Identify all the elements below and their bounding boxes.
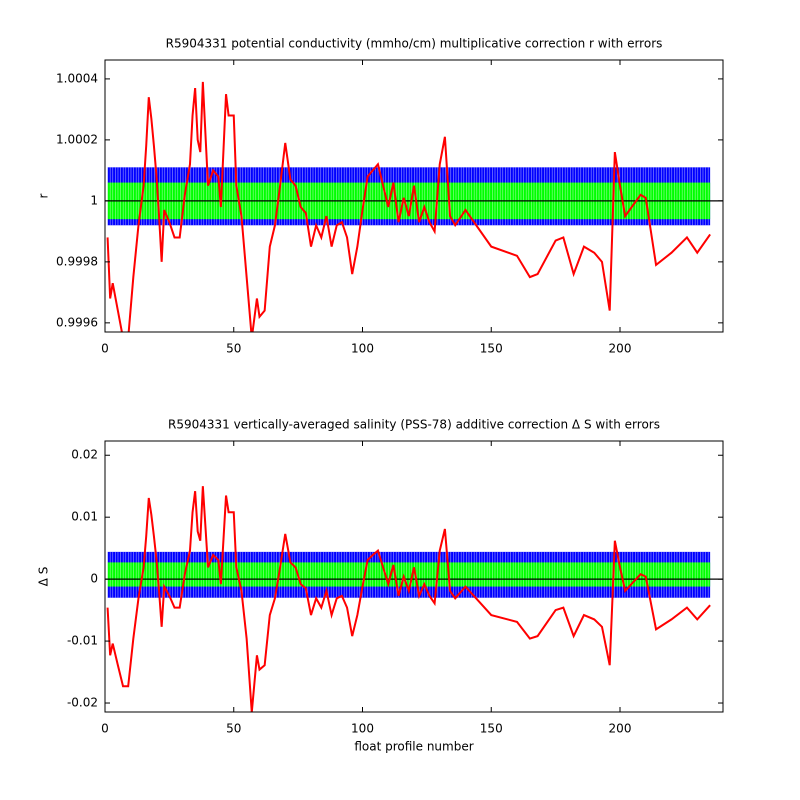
data-line bbox=[106, 486, 711, 712]
y-tick-label: -0.01 bbox=[67, 634, 98, 648]
panel: 0 50 100 150 200 -0.02 -0.01 0 0.01 0.02 R5904331 … bbox=[37, 418, 724, 754]
x-tick-label: 150 bbox=[480, 342, 503, 356]
x-axis-label: float profile number bbox=[354, 740, 473, 754]
x-tick-label: 0 bbox=[101, 722, 109, 736]
y-tick-label: 1.0004 bbox=[56, 71, 98, 85]
x-tick-label: 200 bbox=[609, 722, 632, 736]
x-tick-label: 50 bbox=[226, 722, 241, 736]
y-tick-label: 0.9996 bbox=[56, 315, 98, 329]
y-tick-label: 0.01 bbox=[71, 510, 98, 524]
axes-box bbox=[104, 59, 724, 333]
y-tick-label: 0 bbox=[90, 572, 98, 586]
y-axis-label: Δ S bbox=[37, 567, 51, 587]
y-tick-label: 0.9998 bbox=[56, 254, 98, 268]
x-tick-label: 50 bbox=[226, 342, 241, 356]
x-tick-label: 100 bbox=[351, 722, 374, 736]
data-line bbox=[106, 81, 711, 332]
panel: 0 50 100 150 200 0.9996 0.9998 1 1.0002 1.0004 R59… bbox=[37, 37, 724, 356]
plot-area bbox=[105, 486, 723, 712]
y-tick-label: -0.02 bbox=[67, 696, 98, 710]
axes-box bbox=[104, 440, 724, 713]
x-tick-label: 100 bbox=[351, 342, 374, 356]
chart-title: R5904331 vertically-averaged salinity (P… bbox=[168, 418, 660, 432]
plot-area bbox=[105, 81, 723, 332]
x-tick-label: 200 bbox=[609, 342, 632, 356]
x-tick-label: 0 bbox=[101, 342, 109, 356]
x-tick-label: 150 bbox=[480, 722, 503, 736]
y-tick-label: 1.0002 bbox=[56, 132, 98, 146]
y-tick-label: 1 bbox=[90, 193, 98, 207]
y-tick-label: 0.02 bbox=[71, 448, 98, 462]
y-axis-label: r bbox=[37, 193, 51, 198]
chart-title: R5904331 potential conductivity (mmho/cm… bbox=[166, 37, 663, 51]
